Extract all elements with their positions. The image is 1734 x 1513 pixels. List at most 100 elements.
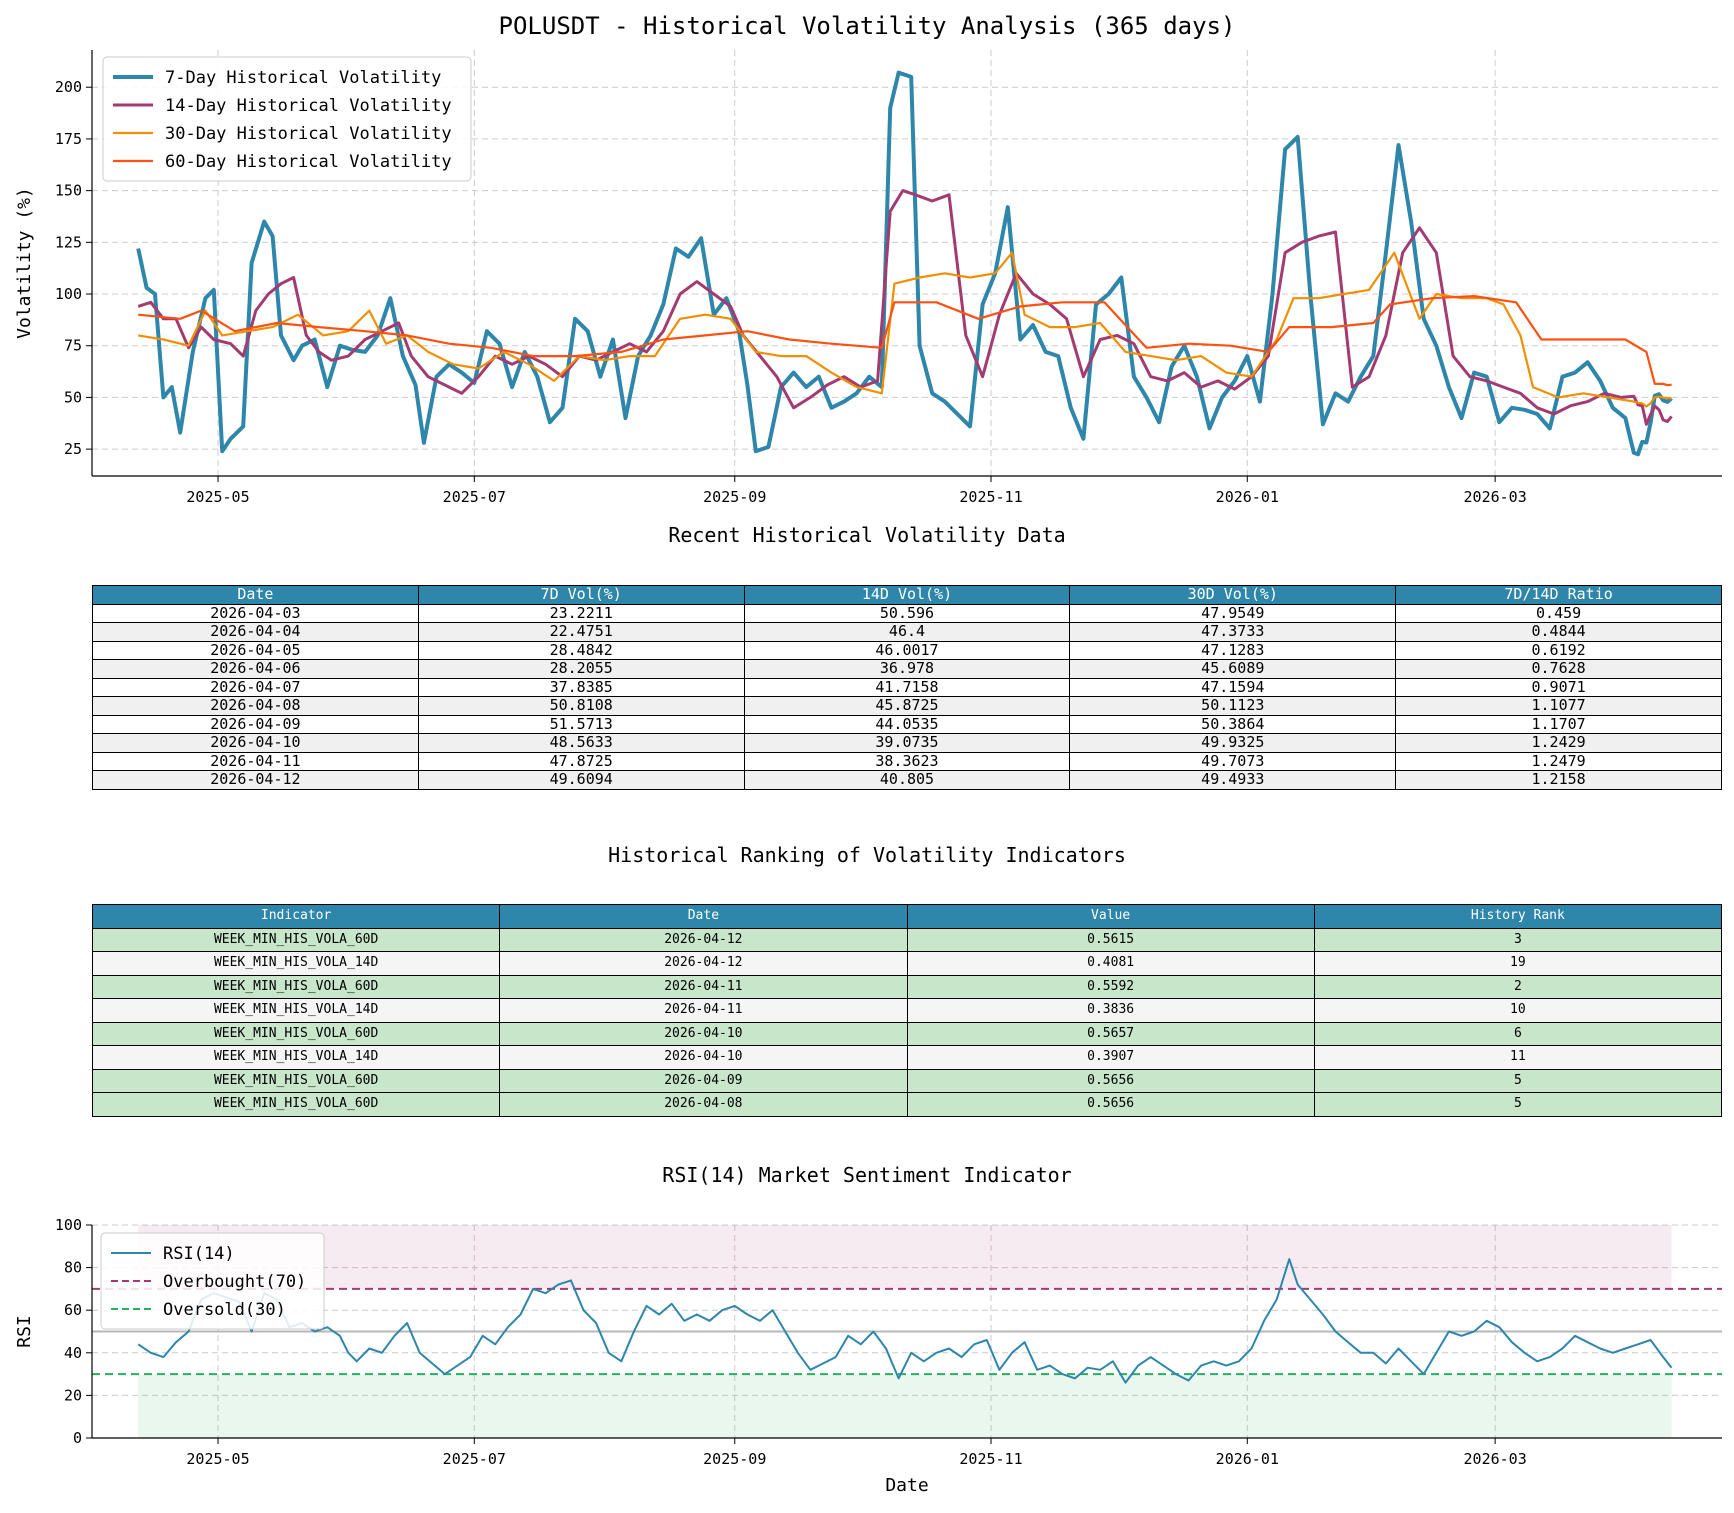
table-cell: 22.4751 xyxy=(417,622,745,642)
table-cell: 0.5615 xyxy=(906,927,1315,952)
table-cell: 2026-04-11 xyxy=(499,974,908,999)
table-cell: 2026-04-05 xyxy=(92,640,419,660)
table-cell: 46.0017 xyxy=(743,640,1071,660)
table-cell: WEEK_MIN_HIS_VOLA_60D xyxy=(91,1092,501,1117)
table-cell: 1.2479 xyxy=(1395,751,1722,771)
legend-label: 7-Day Historical Volatility xyxy=(165,68,441,88)
series-line xyxy=(138,295,1672,387)
y-tick-label: 50 xyxy=(64,388,82,406)
table-cell: 28.2055 xyxy=(417,659,745,679)
table-cell: 0.5656 xyxy=(906,1092,1315,1117)
table-cell: WEEK_MIN_HIS_VOLA_14D xyxy=(91,998,501,1023)
table-row: WEEK_MIN_HIS_VOLA_60D 2026-04-08 0.5656 5 xyxy=(91,1092,1723,1117)
table-cell: WEEK_MIN_HIS_VOLA_60D xyxy=(91,1068,501,1093)
y-tick-label: 75 xyxy=(64,337,82,355)
series-line xyxy=(138,251,1672,408)
table-row: WEEK_MIN_HIS_VOLA_60D 2026-04-09 0.5656 5 xyxy=(91,1068,1723,1093)
table-cell: 50.1123 xyxy=(1069,696,1397,716)
table-row: 2026-04-04 22.4751 46.4 47.3733 0.4844 xyxy=(92,622,1722,642)
y-tick-label: 100 xyxy=(55,1216,82,1234)
column-header: History Rank xyxy=(1313,904,1723,929)
table-cell: 49.4933 xyxy=(1069,770,1397,790)
table-cell: 0.9071 xyxy=(1395,677,1722,697)
overbought-band xyxy=(138,1225,1672,1289)
table-cell: 2026-04-12 xyxy=(92,770,419,790)
legend-box xyxy=(100,1232,325,1330)
table-row: 2026-04-11 47.8725 38.3623 49.7073 1.2479 xyxy=(92,751,1722,771)
table-cell: 0.4081 xyxy=(906,951,1315,976)
table-cell: 5 xyxy=(1313,1068,1723,1093)
x-tick-label: 2025-11 xyxy=(959,1450,1022,1468)
table-row: WEEK_MIN_HIS_VOLA_60D 2026-04-10 0.5657 6 xyxy=(91,1021,1723,1046)
table-cell: 51.5713 xyxy=(417,714,745,734)
y-tick-label: 150 xyxy=(55,182,82,200)
table-cell: 2026-04-07 xyxy=(92,677,419,697)
table-cell: 49.7073 xyxy=(1069,751,1397,771)
table-cell: 19 xyxy=(1313,951,1723,976)
table-cell: 1.2429 xyxy=(1395,733,1722,753)
table-row: 2026-04-03 23.2211 50.596 47.9549 0.459 xyxy=(92,603,1722,623)
ranking-table: Indicator Date Value History Rank WEEK_MIN_… xyxy=(91,904,1723,1117)
table-cell: 45.8725 xyxy=(743,696,1071,716)
legend-label: 30-Day Historical Volatility xyxy=(165,124,452,144)
table-cell: 0.4844 xyxy=(1395,622,1722,642)
table-cell: 45.6089 xyxy=(1069,659,1397,679)
x-tick-label: 2025-07 xyxy=(443,488,506,506)
table-cell: 0.7628 xyxy=(1395,659,1722,679)
x-axis-label: Date xyxy=(885,1475,928,1496)
table-cell: 0.3907 xyxy=(906,1045,1315,1070)
table-row: WEEK_MIN_HIS_VOLA_14D 2026-04-12 0.4081 19 xyxy=(91,951,1723,976)
table-cell: 47.9549 xyxy=(1069,603,1397,623)
table-cell: 37.8385 xyxy=(417,677,745,697)
volatility-data-table: Date 7D Vol(%) 14D Vol(%) 30D Vol(%) 7D/14D … xyxy=(92,585,1722,790)
y-tick-label: 175 xyxy=(55,130,82,148)
table-cell: 50.8108 xyxy=(417,696,745,716)
y-tick-label: 0 xyxy=(73,1429,82,1447)
y-axis-label: Volatility (%) xyxy=(14,187,35,339)
y-tick-label: 125 xyxy=(55,233,82,251)
table-cell: 2026-04-10 xyxy=(499,1045,908,1070)
table-cell: 38.3623 xyxy=(743,751,1071,771)
table-row: 2026-04-06 28.2055 36.978 45.6089 0.7628 xyxy=(92,659,1722,679)
column-header: 7D/14D Ratio xyxy=(1395,585,1722,605)
table-cell: 10 xyxy=(1313,998,1723,1023)
table-cell: 2026-04-03 xyxy=(92,603,419,623)
table-row: 2026-04-08 50.8108 45.8725 50.1123 1.1077 xyxy=(92,696,1722,716)
legend-label: Oversold(30) xyxy=(163,1300,286,1320)
table-cell: WEEK_MIN_HIS_VOLA_14D xyxy=(91,951,501,976)
table-cell: 0.3836 xyxy=(906,998,1315,1023)
table-cell: 28.4842 xyxy=(417,640,745,660)
table-cell: 47.8725 xyxy=(417,751,745,771)
y-axis-label: RSI xyxy=(14,1315,35,1348)
y-tick-label: 200 xyxy=(55,78,82,96)
table-cell: 11 xyxy=(1313,1045,1723,1070)
table-cell: 2026-04-10 xyxy=(499,1021,908,1046)
table-header-row: Indicator Date Value History Rank xyxy=(91,904,1723,929)
table-cell: 2026-04-09 xyxy=(92,714,419,734)
table-cell: 0.459 xyxy=(1395,603,1722,623)
table-cell: 41.7158 xyxy=(743,677,1071,697)
table-header-row: Date 7D Vol(%) 14D Vol(%) 30D Vol(%) 7D/14D … xyxy=(92,585,1722,605)
table-cell: 2026-04-12 xyxy=(499,951,908,976)
oversold-band xyxy=(138,1374,1672,1438)
table-cell: 44.0535 xyxy=(743,714,1071,734)
x-tick-label: 2025-11 xyxy=(959,488,1022,506)
table-cell: WEEK_MIN_HIS_VOLA_60D xyxy=(91,974,501,999)
series-line xyxy=(136,70,1673,457)
table-cell: 2026-04-09 xyxy=(499,1068,908,1093)
table-row: WEEK_MIN_HIS_VOLA_14D 2026-04-10 0.3907 11 xyxy=(91,1045,1723,1070)
table-row: WEEK_MIN_HIS_VOLA_14D 2026-04-11 0.3836 10 xyxy=(91,998,1723,1023)
table-cell: 39.0735 xyxy=(743,733,1071,753)
table-cell: 47.1283 xyxy=(1069,640,1397,660)
table-cell: 49.6094 xyxy=(417,770,745,790)
table-cell: 1.2158 xyxy=(1395,770,1722,790)
legend-label: RSI(14) xyxy=(163,1244,235,1264)
table-cell: 5 xyxy=(1313,1092,1723,1117)
x-tick-label: 2025-09 xyxy=(703,488,766,506)
volatility-chart: 25 50 75 100 125 150 175 200 2025-05 2025-07 2025-… xyxy=(14,50,1722,506)
table-cell: 36.978 xyxy=(743,659,1071,679)
table-cell: 0.5656 xyxy=(906,1068,1315,1093)
ranking-table-title: Historical Ranking of Volatility Indicat… xyxy=(608,843,1126,867)
table-cell: 2026-04-08 xyxy=(499,1092,908,1117)
x-tick-label: 2026-01 xyxy=(1216,488,1279,506)
